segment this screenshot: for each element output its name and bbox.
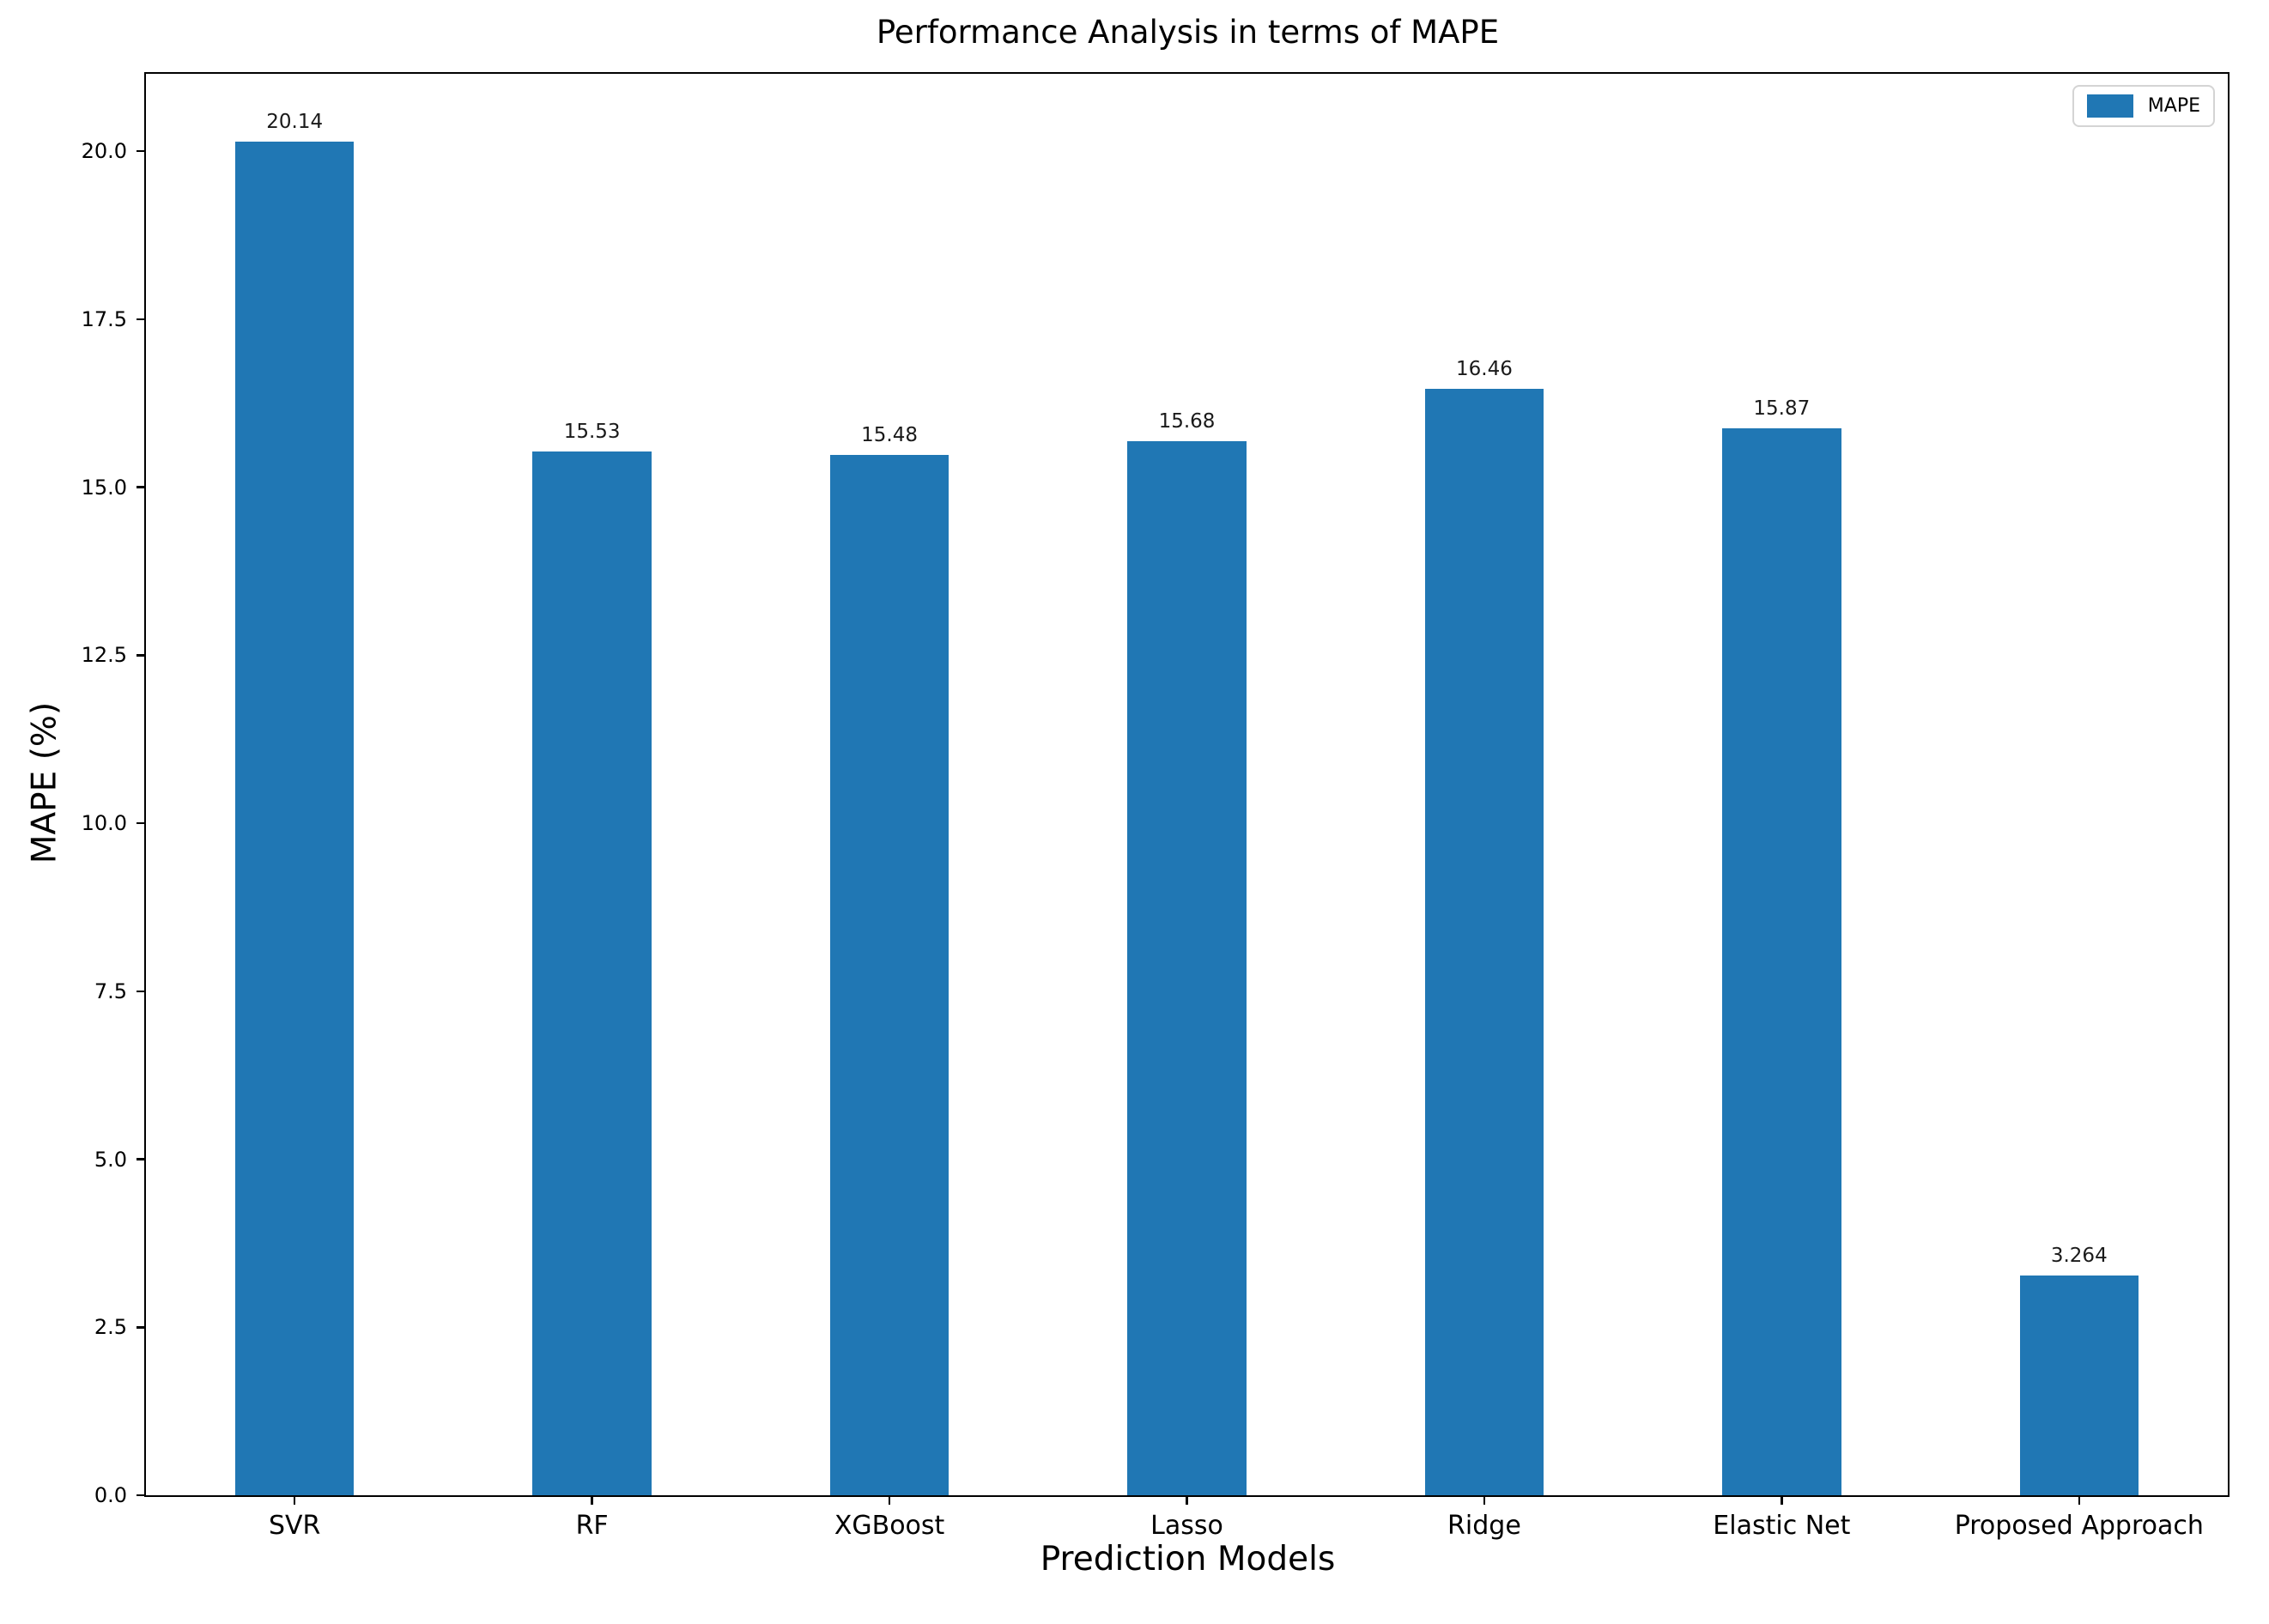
y-tick-label: 10.0 bbox=[81, 811, 127, 836]
x-axis-label: Prediction Models bbox=[1040, 1540, 1336, 1579]
bar-rf bbox=[532, 451, 652, 1495]
bar-value-label: 15.87 bbox=[1753, 397, 1811, 421]
bars-layer: 20.14 15.53 15.48 15.68 16.46 15.87 3.264 bbox=[146, 74, 2228, 1495]
bar-value-label: 15.53 bbox=[563, 421, 621, 444]
x-tick-mark bbox=[1483, 1495, 1486, 1505]
bar-elastic-net bbox=[1722, 428, 1841, 1495]
y-axis-ticks: 0.0 2.5 5.0 7.5 10.0 12.5 15.0 17.5 20.0 bbox=[82, 74, 2228, 1507]
chart-title: Performance Analysis in terms of MAPE bbox=[876, 14, 1500, 51]
y-tick-mark bbox=[137, 1494, 146, 1497]
legend: MAPE bbox=[2072, 85, 2215, 127]
x-tick-mark bbox=[1186, 1495, 1188, 1505]
y-tick-label: 2.5 bbox=[94, 1315, 127, 1340]
legend-label: MAPE bbox=[2147, 95, 2200, 117]
x-tick-label: Ridge bbox=[1447, 1511, 1521, 1541]
y-tick-label: 5.0 bbox=[94, 1147, 127, 1172]
bar-value-label: 16.46 bbox=[1455, 358, 1513, 381]
y-tick-mark bbox=[137, 486, 146, 488]
bar-ridge bbox=[1424, 389, 1544, 1495]
y-tick-label: 12.5 bbox=[81, 643, 127, 668]
x-tick-label: Lasso bbox=[1150, 1511, 1223, 1541]
y-tick-label: 20.0 bbox=[81, 139, 127, 164]
y-tick-mark bbox=[137, 1158, 146, 1160]
y-tick-label: 17.5 bbox=[81, 306, 127, 331]
x-tick-label: Elastic Net bbox=[1713, 1511, 1851, 1541]
x-axis-ticks: SVR RF XGBoost Lasso Ridge Elastic Net Propose… bbox=[146, 74, 2228, 1541]
x-tick-mark bbox=[591, 1495, 593, 1505]
bar-value-label: 15.48 bbox=[861, 423, 918, 446]
bar-value-label: 3.264 bbox=[2050, 1245, 2108, 1268]
y-tick-label: 0.0 bbox=[94, 1483, 127, 1507]
bar-value-label: 20.14 bbox=[266, 111, 324, 134]
x-tick-mark bbox=[1781, 1495, 1783, 1505]
y-tick-label: 7.5 bbox=[94, 979, 127, 1003]
bar-proposed-approach bbox=[2019, 1276, 2139, 1495]
bar-lasso bbox=[1127, 441, 1247, 1495]
x-tick-label: XGBoost bbox=[834, 1511, 945, 1541]
bar-svr bbox=[234, 142, 355, 1495]
y-axis-label: MAPE (%) bbox=[25, 701, 64, 864]
x-tick-mark bbox=[2078, 1495, 2081, 1505]
bar-value-label: 15.68 bbox=[1158, 410, 1216, 433]
y-tick-mark bbox=[137, 654, 146, 657]
bar-xgboost bbox=[829, 454, 949, 1495]
y-tick-mark bbox=[137, 1326, 146, 1329]
y-tick-mark bbox=[137, 149, 146, 153]
y-tick-mark bbox=[137, 821, 146, 825]
legend-swatch-icon bbox=[2086, 94, 2133, 118]
x-tick-mark bbox=[293, 1495, 296, 1505]
x-tick-label: RF bbox=[575, 1511, 609, 1541]
plot-area: 0.0 2.5 5.0 7.5 10.0 12.5 15.0 17.5 20.0 20.14 15… bbox=[82, 72, 2230, 1541]
y-tick-mark bbox=[137, 318, 146, 321]
x-tick-label: Proposed Approach bbox=[1954, 1511, 2204, 1541]
x-tick-mark bbox=[888, 1495, 891, 1505]
x-tick-label: SVR bbox=[268, 1511, 321, 1541]
y-tick-mark bbox=[137, 990, 146, 993]
y-tick-label: 15.0 bbox=[81, 475, 127, 500]
